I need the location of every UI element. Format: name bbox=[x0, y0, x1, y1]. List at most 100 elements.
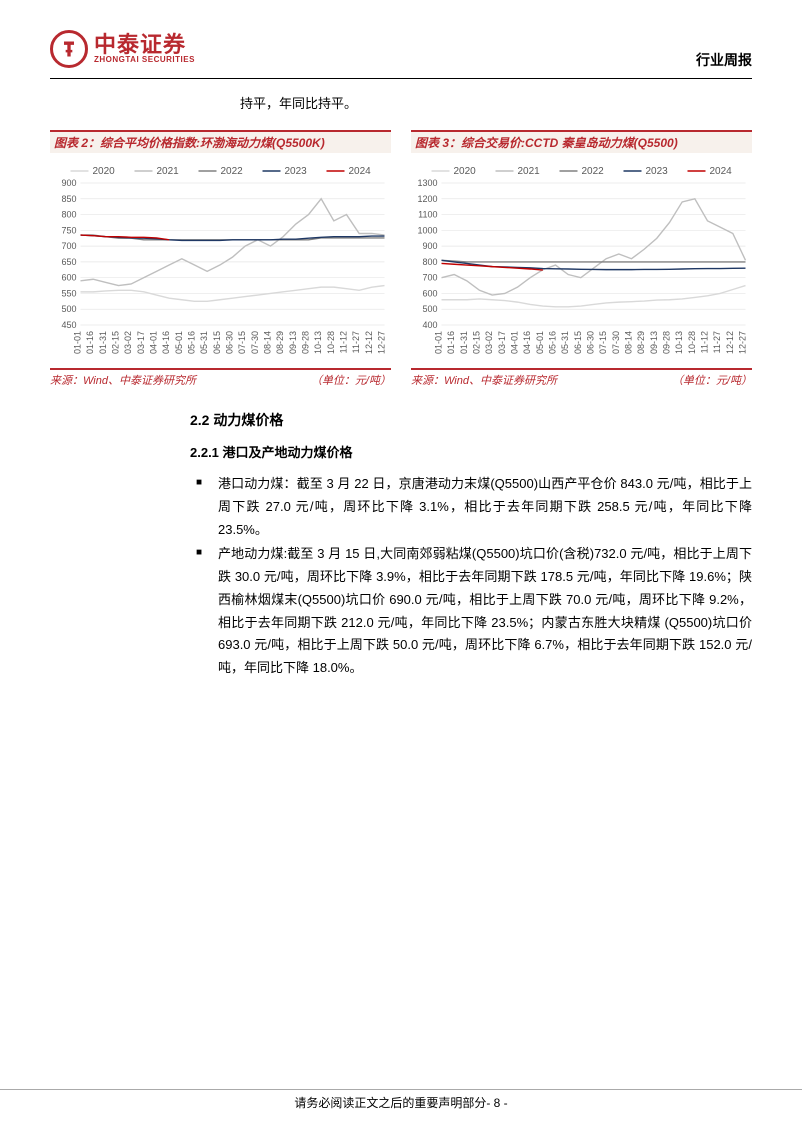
footer-page: - 8 - bbox=[486, 1096, 507, 1110]
chart-2-source: 来源：Wind、中泰证券研究所 bbox=[50, 372, 196, 388]
svg-text:03-02: 03-02 bbox=[123, 331, 133, 354]
chart-2-block: 图表 2：综合平均价格指数:环渤海动力煤(Q5500K) 2020 2021 202… bbox=[50, 130, 391, 388]
page-footer: 请务必阅读正文之后的重要声明部分- 8 - bbox=[0, 1089, 802, 1111]
svg-text:10-13: 10-13 bbox=[674, 331, 684, 354]
svg-text:05-01: 05-01 bbox=[174, 331, 184, 354]
page-header: 中泰证券 ZHONGTAI SECURITIES 行业周报 bbox=[50, 30, 752, 79]
svg-text:800: 800 bbox=[61, 210, 76, 220]
chart-3-block: 图表 3：综合交易价:CCTD 秦皇岛动力煤(Q5500) 2020202120… bbox=[411, 130, 752, 388]
svg-text:600: 600 bbox=[422, 288, 437, 298]
svg-text:1200: 1200 bbox=[417, 194, 437, 204]
svg-text:08-14: 08-14 bbox=[263, 331, 273, 354]
section-body: 2.2 动力煤价格 2.2.1 港口及产地动力煤价格 港口动力煤：截至 3 月 … bbox=[190, 410, 752, 680]
svg-text:12-12: 12-12 bbox=[364, 331, 374, 354]
svg-text:900: 900 bbox=[422, 241, 437, 251]
svg-text:08-29: 08-29 bbox=[275, 331, 285, 354]
svg-text:12-27: 12-27 bbox=[738, 331, 748, 354]
intro-text: 持平，年同比持平。 bbox=[240, 93, 752, 112]
svg-text:03-02: 03-02 bbox=[484, 331, 494, 354]
svg-text:09-28: 09-28 bbox=[301, 331, 311, 354]
svg-text:650: 650 bbox=[61, 257, 76, 267]
svg-text:07-15: 07-15 bbox=[237, 331, 247, 354]
svg-text:11-27: 11-27 bbox=[712, 331, 722, 353]
svg-text:03-17: 03-17 bbox=[136, 331, 146, 354]
svg-text:2024: 2024 bbox=[349, 166, 372, 177]
svg-text:05-16: 05-16 bbox=[187, 331, 197, 354]
svg-text:09-28: 09-28 bbox=[662, 331, 672, 354]
chart-3-title: 图表 3：综合交易价:CCTD 秦皇岛动力煤(Q5500) bbox=[411, 130, 752, 153]
svg-text:2020: 2020 bbox=[93, 166, 116, 177]
svg-text:02-15: 02-15 bbox=[111, 331, 121, 354]
svg-text:01-31: 01-31 bbox=[459, 331, 469, 354]
svg-text:700: 700 bbox=[422, 273, 437, 283]
svg-text:04-16: 04-16 bbox=[522, 331, 532, 354]
svg-text:2020: 2020 bbox=[454, 166, 477, 177]
svg-text:05-31: 05-31 bbox=[199, 331, 209, 354]
chart-2-source-row: 来源：Wind、中泰证券研究所 （单位：元/吨） bbox=[50, 368, 391, 388]
svg-text:1000: 1000 bbox=[417, 225, 437, 235]
footer-text: 请务必阅读正文之后的重要声明部分 bbox=[294, 1096, 486, 1110]
page: 中泰证券 ZHONGTAI SECURITIES 行业周报 持平，年同比持平。 … bbox=[0, 0, 802, 1133]
svg-text:1100: 1100 bbox=[418, 210, 437, 220]
svg-text:11-27: 11-27 bbox=[351, 331, 361, 353]
bullet-item: 港口动力煤：截至 3 月 22 日，京唐港动力末煤(Q5500)山西产平仓价 8… bbox=[218, 473, 752, 541]
svg-text:12-27: 12-27 bbox=[377, 331, 387, 354]
svg-text:11-12: 11-12 bbox=[339, 331, 349, 353]
svg-text:01-16: 01-16 bbox=[446, 331, 456, 354]
svg-text:06-15: 06-15 bbox=[212, 331, 222, 354]
svg-text:900: 900 bbox=[61, 178, 76, 188]
svg-text:07-15: 07-15 bbox=[598, 331, 608, 354]
svg-text:10-28: 10-28 bbox=[687, 331, 697, 354]
svg-text:09-13: 09-13 bbox=[649, 331, 659, 354]
charts-row: 图表 2：综合平均价格指数:环渤海动力煤(Q5500K) 20202021202… bbox=[50, 130, 752, 388]
report-type: 行业周报 bbox=[696, 50, 752, 70]
svg-text:05-16: 05-16 bbox=[548, 331, 558, 354]
svg-text:500: 500 bbox=[61, 304, 76, 314]
svg-text:04-01: 04-01 bbox=[149, 331, 159, 354]
svg-text:400: 400 bbox=[422, 320, 437, 330]
logo-text-en: ZHONGTAI SECURITIES bbox=[94, 56, 195, 64]
section-heading-3: 2.2.1 港口及产地动力煤价格 bbox=[190, 442, 752, 461]
svg-text:2022: 2022 bbox=[582, 166, 605, 177]
svg-text:10-28: 10-28 bbox=[326, 331, 336, 354]
logo-text-cn: 中泰证券 bbox=[94, 34, 195, 56]
svg-text:12-12: 12-12 bbox=[725, 331, 735, 354]
svg-text:700: 700 bbox=[61, 241, 76, 251]
svg-text:800: 800 bbox=[422, 257, 437, 267]
svg-text:2021: 2021 bbox=[157, 166, 180, 177]
svg-text:01-01: 01-01 bbox=[434, 331, 444, 354]
svg-text:02-15: 02-15 bbox=[472, 331, 482, 354]
svg-text:01-16: 01-16 bbox=[85, 331, 95, 354]
svg-text:11-12: 11-12 bbox=[700, 331, 710, 353]
svg-text:2024: 2024 bbox=[710, 166, 733, 177]
svg-text:08-14: 08-14 bbox=[624, 331, 634, 354]
chart-3-source-row: 来源：Wind、中泰证券研究所 （单位：元/吨） bbox=[411, 368, 752, 388]
svg-text:2021: 2021 bbox=[518, 166, 541, 177]
svg-text:600: 600 bbox=[61, 273, 76, 283]
svg-text:04-16: 04-16 bbox=[161, 331, 171, 354]
svg-text:08-29: 08-29 bbox=[636, 331, 646, 354]
bullet-list: 港口动力煤：截至 3 月 22 日，京唐港动力末煤(Q5500)山西产平仓价 8… bbox=[190, 473, 752, 680]
svg-text:500: 500 bbox=[422, 304, 437, 314]
svg-text:01-31: 01-31 bbox=[98, 331, 108, 354]
svg-text:01-01: 01-01 bbox=[73, 331, 83, 354]
chart-3-canvas: 2020 2021 2022 2023 2024 400 500 600 700 800 900 10… bbox=[411, 161, 752, 361]
logo: 中泰证券 ZHONGTAI SECURITIES bbox=[50, 30, 195, 68]
svg-text:1300: 1300 bbox=[417, 178, 437, 188]
svg-text:2023: 2023 bbox=[646, 166, 669, 177]
svg-text:05-01: 05-01 bbox=[535, 331, 545, 354]
bullet-item: 产地动力煤:截至 3 月 15 日,大同南郊弱粘煤(Q5500)坑口价(含税)7… bbox=[218, 543, 752, 680]
chart-2-title: 图表 2：综合平均价格指数:环渤海动力煤(Q5500K) bbox=[50, 130, 391, 153]
svg-text:03-17: 03-17 bbox=[497, 331, 507, 354]
chart-2-canvas: 2020202120222023202445050055060065070075… bbox=[50, 161, 391, 361]
svg-text:06-15: 06-15 bbox=[573, 331, 583, 354]
chart-3-source: 来源：Wind、中泰证券研究所 bbox=[411, 372, 557, 388]
section-heading-2: 2.2 动力煤价格 bbox=[190, 410, 752, 430]
chart-2-unit: （单位：元/吨） bbox=[311, 372, 391, 388]
svg-text:06-30: 06-30 bbox=[586, 331, 596, 354]
logo-icon bbox=[50, 30, 88, 68]
svg-text:550: 550 bbox=[61, 288, 76, 298]
svg-text:06-30: 06-30 bbox=[225, 331, 235, 354]
svg-text:850: 850 bbox=[61, 194, 76, 204]
svg-text:07-30: 07-30 bbox=[611, 331, 621, 354]
